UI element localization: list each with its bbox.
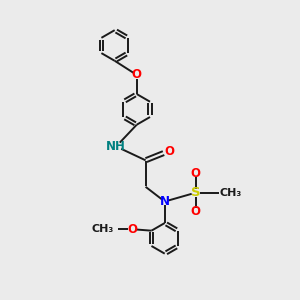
Text: O: O <box>164 145 174 158</box>
Text: N: N <box>160 195 170 208</box>
Text: O: O <box>132 68 142 81</box>
Text: CH₃: CH₃ <box>92 224 114 234</box>
Text: S: S <box>191 186 200 199</box>
Text: CH₃: CH₃ <box>219 188 242 198</box>
Text: NH: NH <box>106 140 126 153</box>
Text: O: O <box>127 223 137 236</box>
Text: O: O <box>190 167 201 180</box>
Text: O: O <box>190 205 201 218</box>
